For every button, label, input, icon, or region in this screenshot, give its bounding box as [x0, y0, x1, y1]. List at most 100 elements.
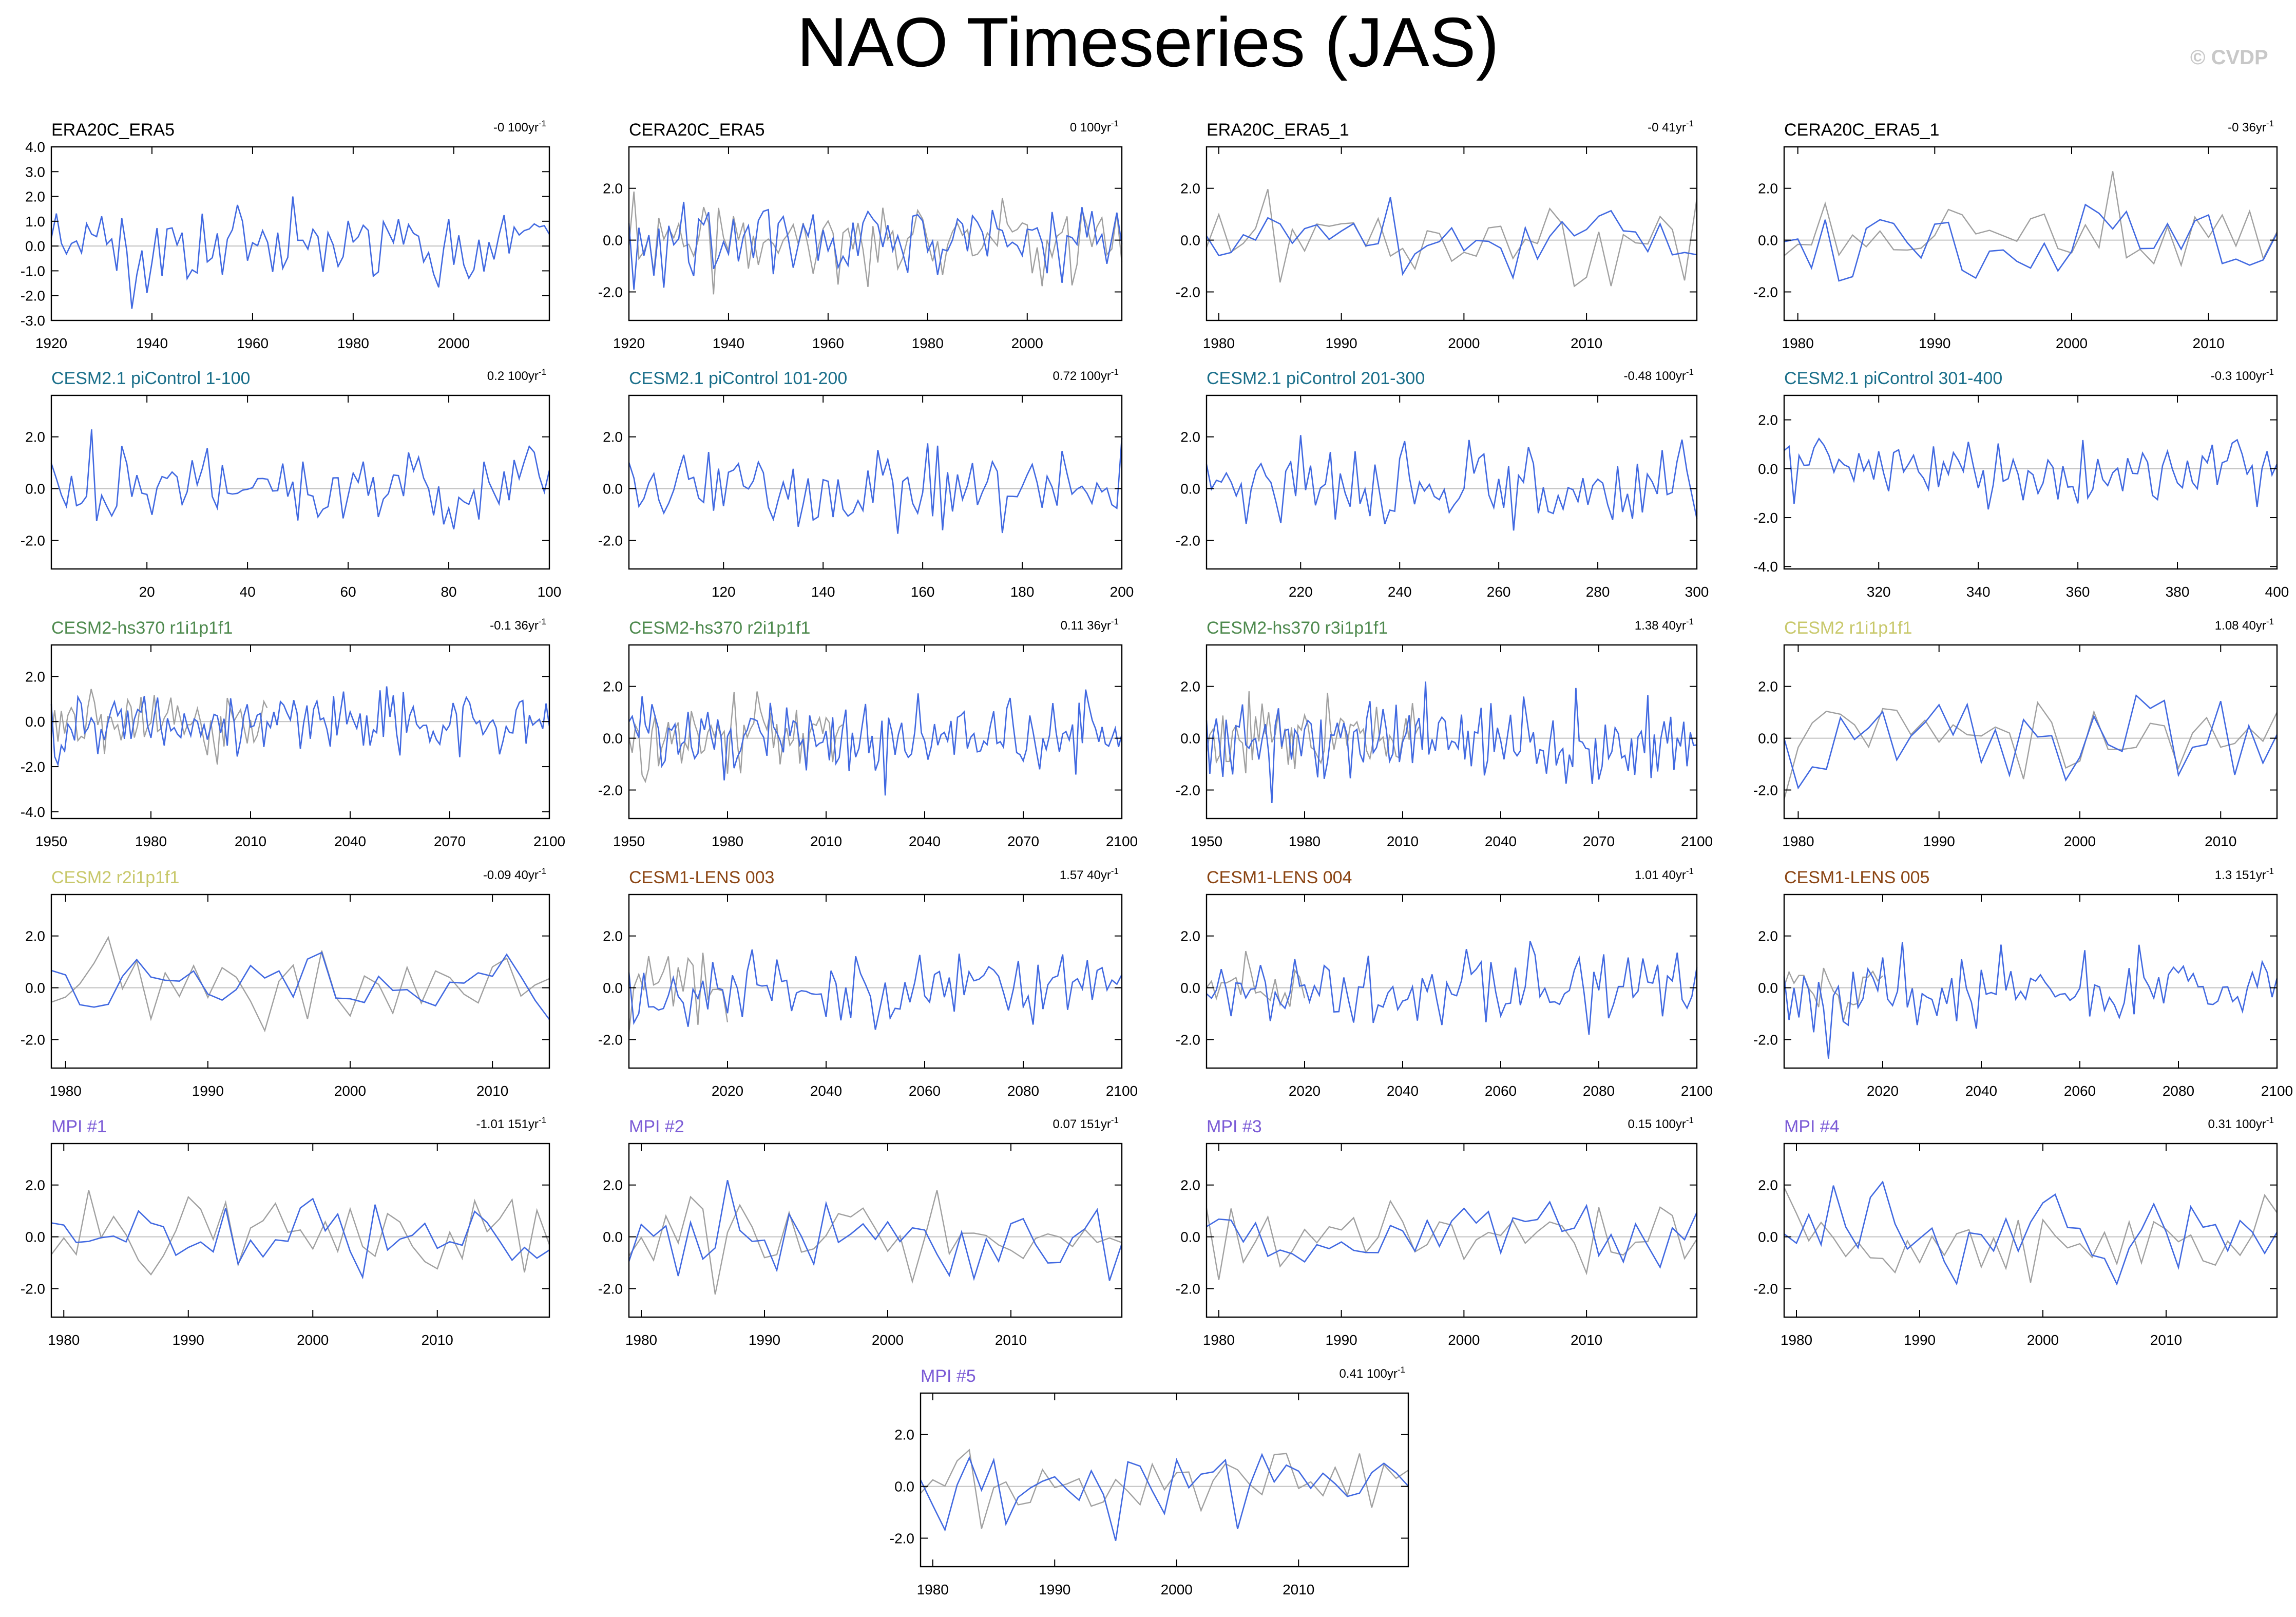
y-tick-label: 0.0 [25, 481, 45, 497]
trend-exponent: -1 [1111, 367, 1119, 377]
trend-exponent: -1 [539, 119, 546, 128]
x-tick-label: 2100 [533, 833, 565, 849]
y-tick-label: -4.0 [21, 804, 45, 820]
x-tick-label: 2100 [1106, 833, 1138, 849]
panel-title: MPI #3 [1207, 1117, 1262, 1136]
panel-title: CESM2 r1i1p1f1 [1784, 618, 1912, 638]
x-tick-label: 1990 [1904, 1332, 1936, 1348]
x-tick-label: 2010 [1387, 833, 1419, 849]
simulation-line [1206, 197, 1697, 280]
y-tick-label: -2.0 [1176, 783, 1200, 798]
x-tick-label: 1960 [812, 335, 844, 351]
plot-frame [1783, 1143, 2278, 1318]
plot-frame [1206, 146, 1698, 321]
x-tick-label: 1950 [35, 833, 67, 849]
y-tick-label: 0.0 [1180, 980, 1200, 996]
trend-exponent: -1 [539, 1115, 546, 1125]
panel-title: CESM2-hs370 r3i1p1f1 [1207, 618, 1388, 638]
y-tick-label: 2.0 [25, 928, 45, 944]
x-tick-label: 2080 [2163, 1083, 2194, 1099]
panel-title: ERA20C_ERA5 [51, 120, 175, 140]
simulation-line [628, 437, 1123, 534]
y-tick-label: 2.0 [1180, 181, 1200, 197]
x-tick-label: 1990 [1923, 833, 1955, 849]
simulation-line [1206, 941, 1698, 1035]
x-tick-label: 1920 [613, 335, 645, 351]
y-tick-label: -4.0 [1753, 559, 1778, 575]
trend-label: 0.31 100yr-1 [2208, 1115, 2274, 1131]
y-tick-label: 2.0 [1180, 429, 1200, 445]
y-tick-label: -2.0 [1753, 284, 1778, 300]
y-tick-label: 2.0 [1758, 679, 1778, 695]
observation-line [1206, 189, 1698, 288]
x-tick-label: 2010 [2193, 335, 2225, 351]
y-tick-label: 0.0 [25, 980, 45, 996]
y-tick-label: 0.0 [25, 1229, 45, 1245]
x-tick-label: 220 [1289, 584, 1313, 600]
y-tick-label: 0.0 [1758, 233, 1778, 249]
y-tick-label: 2.0 [603, 1177, 623, 1193]
x-tick-label: 260 [1487, 584, 1511, 600]
x-tick-label: 2000 [1011, 335, 1043, 351]
x-tick-label: 300 [1685, 584, 1709, 600]
nao-panel-9: CESM2-hs370 r1i1p1f1 -0.1 36yr-1 2.0 0.0 -2.… [21, 617, 565, 849]
y-tick-label: 0.0 [25, 714, 45, 730]
y-tick-label: 2.0 [1180, 928, 1200, 944]
x-tick-label: 2000 [2056, 335, 2088, 351]
simulation-line [50, 429, 550, 530]
y-tick-label: -2.0 [21, 1281, 45, 1297]
y-tick-label: -2.0 [598, 533, 623, 549]
plot-frame [50, 394, 550, 570]
nao-panel-1: ERA20C_ERA5 -0 100yr-1 4.0 3.0 2.0 1.0 0.0 -1.0… [21, 119, 550, 351]
x-tick-label: 180 [1010, 584, 1035, 600]
panel-title: ERA20C_ERA5_1 [1207, 120, 1349, 140]
x-tick-label: 2010 [2150, 1332, 2182, 1348]
x-tick-label: 200 [1110, 584, 1134, 600]
x-tick-label: 1990 [1919, 335, 1950, 351]
trend-label: 0.11 36yr-1 [1061, 617, 1119, 633]
x-tick-label: 1980 [1781, 1332, 1812, 1348]
x-tick-label: 2000 [1448, 335, 1480, 351]
x-tick-label: 60 [340, 584, 356, 600]
x-tick-label: 2020 [712, 1083, 743, 1099]
y-tick-label: 0.0 [603, 980, 623, 996]
simulation-line [628, 689, 1123, 796]
nao-panel-16: CESM1-LENS 005 1.3 151yr-1 2.0 0.0 -2.0 2020 2… [1753, 866, 2293, 1099]
x-tick-label: 1960 [237, 335, 269, 351]
simulation-line [628, 949, 1123, 1030]
x-tick-label: 2070 [434, 833, 466, 849]
x-tick-label: 360 [2066, 584, 2090, 600]
x-tick-label: 100 [538, 584, 562, 600]
nao-panel-21: MPI #5 0.41 100yr-1 2.0 0.0 -2.0 1980 1990 2000… [890, 1365, 1409, 1597]
panel-title: CESM1-LENS 004 [1207, 868, 1352, 887]
panel-title: CESM1-LENS 005 [1784, 868, 1929, 887]
y-tick-label: 0.0 [1180, 481, 1200, 497]
x-tick-label: 2010 [995, 1332, 1027, 1348]
observation-line [50, 689, 268, 765]
x-tick-label: 2040 [1485, 833, 1517, 849]
x-tick-label: 40 [240, 584, 256, 600]
x-tick-label: 2000 [1448, 1332, 1480, 1348]
simulation-line [1784, 203, 2278, 282]
trend-label: -0 41yr-1 [1648, 119, 1694, 135]
simulation-line [1783, 942, 2278, 1059]
panel-title: MPI #5 [921, 1366, 976, 1386]
y-tick-label: 2.0 [603, 181, 623, 197]
observation-line [1206, 950, 1306, 1007]
x-tick-label: 2070 [1007, 833, 1039, 849]
x-tick-label: 1980 [1203, 1332, 1235, 1348]
y-tick-label: 0.0 [1758, 1229, 1778, 1245]
y-tick-label: -2.0 [598, 1032, 623, 1048]
x-tick-label: 2040 [909, 833, 941, 849]
page-title: NAO Timeseries (JAS) [797, 3, 1499, 81]
plot-frame [1783, 146, 2278, 321]
x-tick-label: 2010 [1571, 335, 1602, 351]
x-tick-label: 2000 [334, 1083, 366, 1099]
x-tick-label: 1980 [712, 833, 743, 849]
y-tick-label: 2.0 [603, 679, 623, 695]
plot-frame [50, 1143, 550, 1318]
x-tick-label: 1980 [917, 1582, 949, 1597]
simulation-line [51, 952, 550, 1020]
simulation-line [920, 1453, 1409, 1541]
simulation-line [50, 686, 550, 767]
